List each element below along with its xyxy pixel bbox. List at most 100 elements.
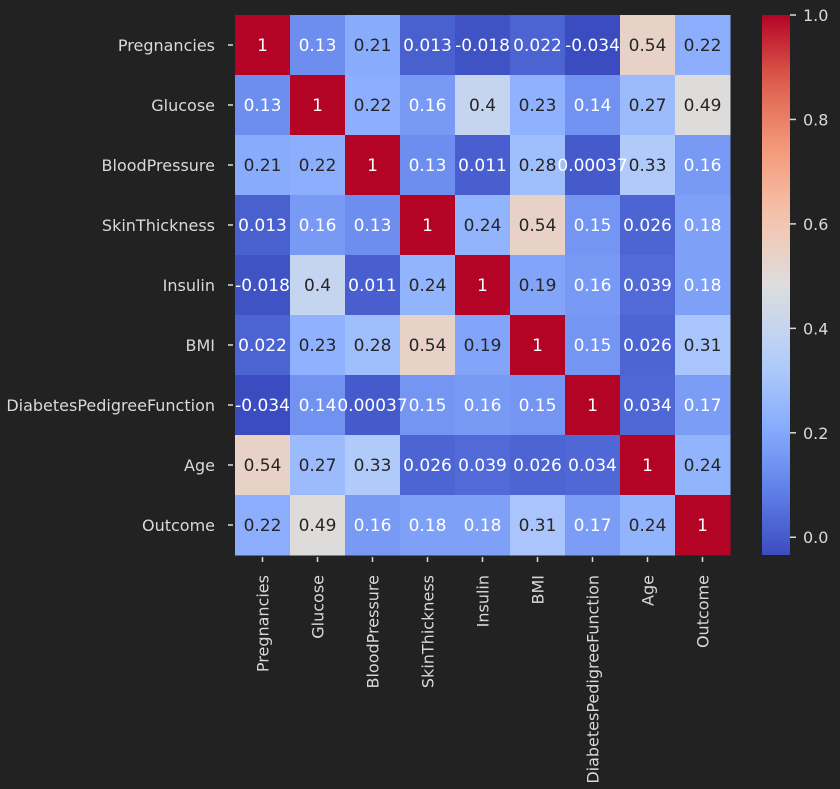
cell-value-label: 0.24 — [684, 456, 722, 476]
heatmap-cell-insulin-bmi — [510, 255, 566, 316]
cell-value-label: 0.15 — [574, 336, 612, 356]
y-tick-label-skinthickness: SkinThickness — [102, 216, 215, 235]
colorbar-tick-label: 0.4 — [803, 319, 828, 338]
cell-value-label: 0.18 — [684, 276, 722, 296]
heatmap-cell-skinthickness-insulin — [455, 195, 511, 256]
cell-value-label: 0.23 — [299, 336, 337, 356]
heatmap-cell-insulin-skinthickness — [400, 255, 456, 316]
heatmap-cell-outcome-pregnancies — [235, 495, 291, 556]
heatmap-cell-glucose-pregnancies — [235, 75, 291, 136]
cell-value-label: -0.034 — [235, 396, 290, 416]
cell-value-label: 0.22 — [244, 516, 282, 536]
cell-value-label: 0.034 — [623, 396, 672, 416]
cell-value-label: 0.28 — [354, 336, 392, 356]
cell-value-label: 0.33 — [629, 156, 667, 176]
cell-value-label: 0.19 — [464, 336, 502, 356]
cell-value-label: 0.14 — [299, 396, 337, 416]
heatmap-cell-outcome-bmi — [510, 495, 566, 556]
heatmap-cell-glucose-glucose — [290, 75, 346, 136]
heatmap-cell-skinthickness-bmi — [510, 195, 566, 256]
heatmap-cell-bloodpressure-glucose — [290, 135, 346, 196]
cell-value-label: 1 — [312, 96, 323, 116]
heatmap-cell-age-age — [620, 435, 676, 496]
cell-value-label: 0.16 — [409, 96, 447, 116]
cell-value-label: 1 — [257, 36, 268, 56]
cell-value-label: -0.018 — [235, 276, 290, 296]
heatmap-cell-skinthickness-skinthickness — [400, 195, 456, 256]
cell-value-label: 0.14 — [574, 96, 612, 116]
cell-value-label: 0.18 — [684, 216, 722, 236]
cell-value-label: 0.23 — [519, 96, 557, 116]
y-tick-label-age: Age — [184, 456, 215, 475]
colorbar-tick-label: 0.6 — [803, 215, 828, 234]
y-tick-label-outcome: Outcome — [142, 516, 215, 535]
cell-value-label: 0.16 — [684, 156, 722, 176]
colorbar-tick-label: 0.0 — [803, 528, 828, 547]
heatmap-cell-insulin-pregnancies — [235, 255, 291, 316]
cell-value-label: -0.018 — [455, 36, 510, 56]
cell-value-label: 0.27 — [629, 96, 667, 116]
cell-value-label: 0.00037 — [337, 396, 407, 416]
cell-value-label: 0.15 — [519, 396, 557, 416]
cell-value-label: 1 — [697, 516, 708, 536]
cell-value-label: 0.31 — [684, 336, 722, 356]
cell-value-label: 0.013 — [238, 216, 287, 236]
heatmap-cell-outcome-outcome — [675, 495, 731, 556]
heatmap-cell-bmi-pregnancies — [235, 315, 291, 376]
y-axis: Pregnancies Glucose BloodPressure SkinThick… — [6, 36, 233, 535]
heatmap-cell-bloodpressure-outcome — [675, 135, 731, 196]
heatmap-cell-insulin-bloodpressure — [345, 255, 401, 316]
heatmap-cell-pregnancies-age — [620, 15, 676, 76]
cell-value-label: 0.24 — [409, 276, 447, 296]
heatmap-cell-bmi-insulin — [455, 315, 511, 376]
cell-value-label: 0.039 — [458, 456, 507, 476]
cell-value-label: 0.33 — [354, 456, 392, 476]
cell-value-label: 0.22 — [299, 156, 337, 176]
y-tick-label-glucose: Glucose — [151, 96, 215, 115]
colorbar-tick-label: 1.0 — [803, 6, 828, 25]
heatmap-cell-age-bmi — [510, 435, 566, 496]
heatmap-cell-age-glucose — [290, 435, 346, 496]
cell-value-label: 0.022 — [238, 336, 287, 356]
cell-value-label: 1 — [367, 156, 378, 176]
cell-value-label: 0.24 — [464, 216, 502, 236]
heatmap-cell-diabetespedigreefunction-outcome — [675, 375, 731, 436]
heatmap-cell-insulin-glucose — [290, 255, 346, 316]
heatmap-cell-glucose-age — [620, 75, 676, 136]
cell-value-label: 0.022 — [513, 36, 562, 56]
x-tick-label-diabetespedigreefunction: DiabetesPedigreeFunction — [584, 575, 603, 784]
cell-value-label: 0.17 — [684, 396, 722, 416]
heatmap-cell-age-skinthickness — [400, 435, 456, 496]
x-tick-label-glucose: Glucose — [309, 575, 328, 639]
cell-value-label: 0.22 — [684, 36, 722, 56]
cell-value-label: 0.16 — [464, 396, 502, 416]
cell-value-label: 0.17 — [574, 516, 612, 536]
heatmap-cell-pregnancies-skinthickness — [400, 15, 456, 76]
heatmap-cell-diabetespedigreefunction-bloodpressure — [345, 375, 401, 436]
cell-value-label: 0.49 — [684, 96, 722, 116]
heatmap-cell-skinthickness-outcome — [675, 195, 731, 256]
heatmap-cell-age-outcome — [675, 435, 731, 496]
heatmap-cell-skinthickness-diabetespedigreefunction — [565, 195, 621, 256]
cell-value-label: 1 — [587, 396, 598, 416]
colorbar-tick-label: 0.2 — [803, 424, 828, 443]
heatmap-cell-insulin-age — [620, 255, 676, 316]
heatmap-cell-bloodpressure-insulin — [455, 135, 511, 196]
y-tick-label-diabetespedigreefunction: DiabetesPedigreeFunction — [6, 396, 215, 415]
heatmap-cell-bmi-diabetespedigreefunction — [565, 315, 621, 376]
heatmap-cell-outcome-bloodpressure — [345, 495, 401, 556]
cell-value-label: 0.22 — [354, 96, 392, 116]
heatmap-cell-insulin-insulin — [455, 255, 511, 316]
heatmap-cell-bmi-bmi — [510, 315, 566, 376]
heatmap-cell-insulin-diabetespedigreefunction — [565, 255, 621, 316]
heatmap-cell-pregnancies-insulin — [455, 15, 511, 76]
x-tick-label-pregnancies: Pregnancies — [254, 575, 273, 672]
cell-value-label: 0.19 — [519, 276, 557, 296]
heatmap-cell-pregnancies-glucose — [290, 15, 346, 76]
cell-value-label: 0.54 — [409, 336, 447, 356]
cell-value-label: 0.13 — [299, 36, 337, 56]
x-tick-label-skinthickness: SkinThickness — [419, 575, 438, 688]
heatmap-cell-pregnancies-bmi — [510, 15, 566, 76]
x-axis: Pregnancies Glucose BloodPressure SkinThick… — [254, 557, 713, 784]
heatmap-cell-skinthickness-glucose — [290, 195, 346, 256]
